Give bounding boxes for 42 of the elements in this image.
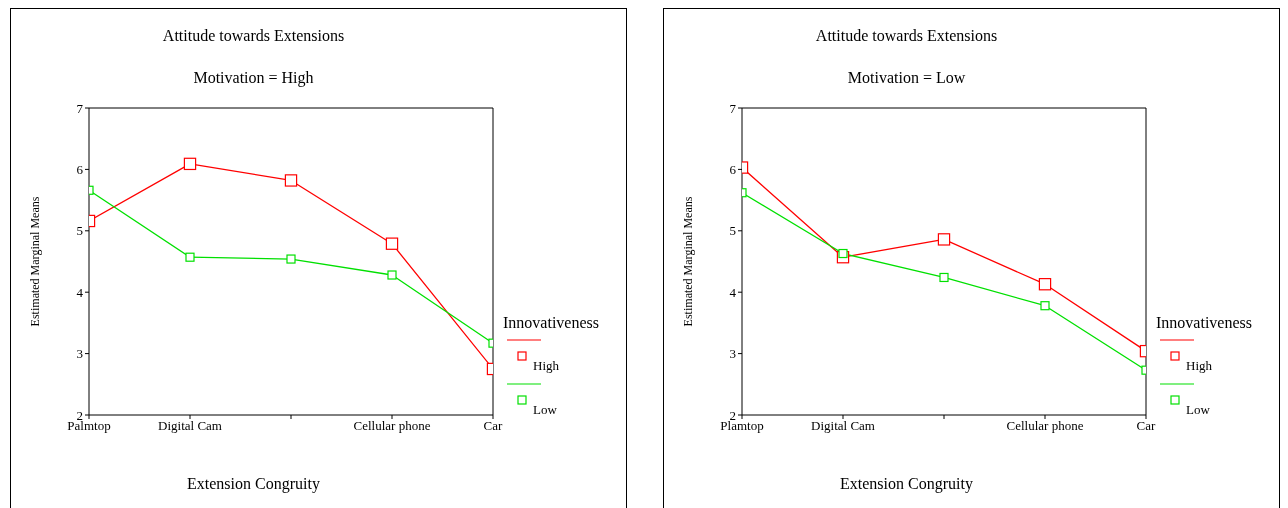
- y-tick-label: 7: [76, 100, 84, 116]
- point: [939, 272, 949, 283]
- y-tick-label: 3: [76, 346, 83, 362]
- point: [284, 174, 298, 187]
- point: [838, 248, 848, 259]
- x-axis-title: Extension Congruity: [186, 475, 321, 493]
- x-axis-title: Extension Congruity: [839, 475, 974, 493]
- point: [286, 254, 296, 264]
- point: [385, 237, 399, 250]
- y-tick-label: 6: [76, 162, 84, 178]
- x-tick-label: Car: [1136, 418, 1157, 434]
- x-tick-label: Cellular phone: [1006, 418, 1084, 434]
- x-tick-label: Digital Cam: [811, 418, 875, 434]
- legend-title: Innovativeness: [503, 314, 600, 332]
- y-tick-label: 4: [729, 284, 737, 300]
- point: [185, 252, 195, 262]
- y-tick-label: 5: [729, 223, 736, 239]
- chart-title: Attitude towards Extensions: [161, 27, 346, 45]
- y-axis-title: Estimated Marginal Means: [28, 196, 43, 327]
- chart-subtitle: Motivation = High: [192, 69, 315, 87]
- x-tick-label: Cellular phone: [353, 418, 431, 434]
- chart-title: Attitude towards Extensions: [814, 27, 999, 45]
- y-tick-label: 5: [76, 223, 83, 239]
- legend-label: High: [1186, 358, 1212, 374]
- point: [937, 233, 951, 246]
- legend-title: Innovativeness: [1156, 314, 1253, 332]
- point: [1038, 278, 1052, 291]
- point: [183, 157, 197, 171]
- legend-label: High: [533, 358, 559, 374]
- legend-label: Low: [1186, 402, 1210, 418]
- y-tick-label: 7: [729, 100, 737, 116]
- x-tick-label: Digital Cam: [158, 418, 222, 434]
- y-tick-label: 2: [729, 407, 736, 423]
- legend-label: Low: [533, 402, 557, 418]
- y-tick-label: 6: [729, 162, 737, 178]
- y-tick-label: 3: [729, 346, 736, 362]
- y-tick-label: 4: [76, 284, 84, 300]
- y-axis-title: Estimated Marginal Means: [681, 196, 696, 327]
- point: [1040, 301, 1050, 311]
- point: [387, 270, 397, 280]
- x-tick-label: Car: [483, 418, 504, 434]
- chart-subtitle: Motivation = Low: [846, 69, 967, 87]
